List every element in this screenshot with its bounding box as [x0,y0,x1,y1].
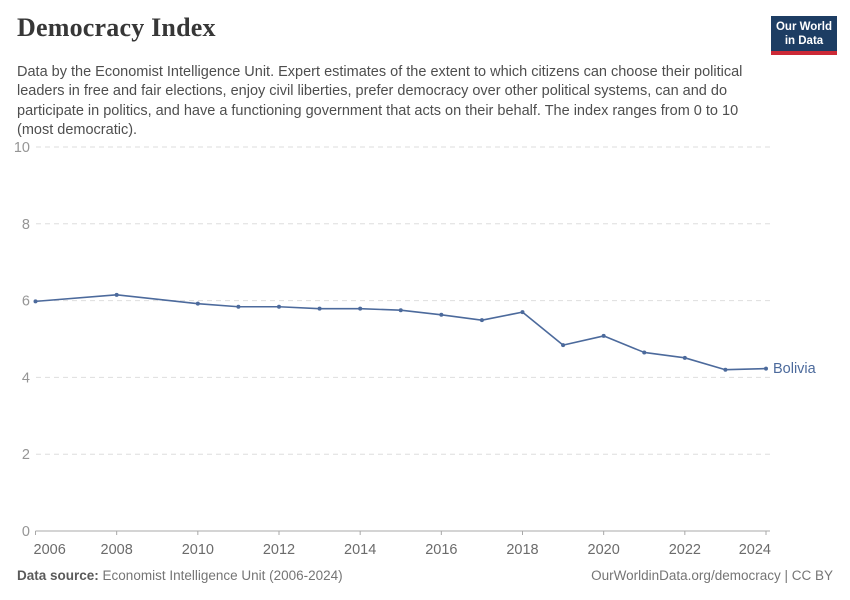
data-source-value: Economist Intelligence Unit (2006-2024) [102,568,343,583]
x-tick-label-2022: 2022 [669,542,701,558]
data-point-2012[interactable] [277,304,281,309]
x-tick-label-2012: 2012 [263,542,295,558]
y-tick-label-8: 8 [22,217,30,233]
chart-subtitle: Data by the Economist Intelligence Unit.… [17,64,743,139]
data-point-2015[interactable] [398,308,403,313]
y-tick-label-4: 4 [22,370,30,386]
data-point-2008[interactable] [114,292,119,297]
footer-separator: | [780,568,792,583]
x-tick-label-2010: 2010 [182,542,214,558]
data-point-2024[interactable] [764,366,768,371]
logo-line2: in Data [784,35,824,47]
democracy-line-chart[interactable]: 0 2 4 6 8 10 2006 2008 2010 2012 2014 2016 2018 2020 2… [0,135,850,560]
data-point-2010[interactable] [195,301,200,306]
page-title: Democracy Index [17,13,216,42]
x-tick-label-2006: 2006 [34,542,66,558]
x-tick-label-2016: 2016 [425,542,457,558]
data-source: Data source: Economist Intelligence Unit… [17,568,343,583]
data-point-2013[interactable] [317,306,322,311]
data-point-2020[interactable] [601,333,606,338]
owid-logo[interactable]: Our World in Data [771,16,837,55]
y-tick-label-10: 10 [14,140,30,156]
owid-url-link[interactable]: OurWorldinData.org/democracy [591,568,781,583]
logo-line1: Our World [775,21,832,33]
series-label-bolivia[interactable]: Bolivia [773,361,817,377]
x-tick-label-2020: 2020 [588,542,620,558]
data-source-label: Data source: [17,568,99,583]
x-tick-label-2008: 2008 [101,542,133,558]
license-link[interactable]: CC BY [791,568,833,583]
footer-right: OurWorldinData.org/democracy | CC BY [591,568,833,583]
data-point-2021[interactable] [642,350,647,355]
data-point-2023[interactable] [723,367,728,372]
y-tick-label-2: 2 [22,447,30,463]
footer: Data source: Economist Intelligence Unit… [17,568,833,583]
x-tick-label-2014: 2014 [344,542,376,558]
data-point-2016[interactable] [439,312,444,317]
data-point-2014[interactable] [358,306,363,311]
data-point-2006[interactable] [33,299,38,304]
data-point-2017[interactable] [479,318,484,323]
x-tick-label-2018: 2018 [506,542,538,558]
y-tick-label-6: 6 [22,294,30,310]
data-point-2022[interactable] [682,355,687,360]
x-tick-label-2024: 2024 [739,542,771,558]
y-tick-label-0: 0 [22,524,30,540]
trend-line-bolivia[interactable] [34,294,767,371]
data-point-2011[interactable] [236,304,241,309]
data-point-2018[interactable] [520,310,525,315]
data-point-2019[interactable] [561,343,566,348]
